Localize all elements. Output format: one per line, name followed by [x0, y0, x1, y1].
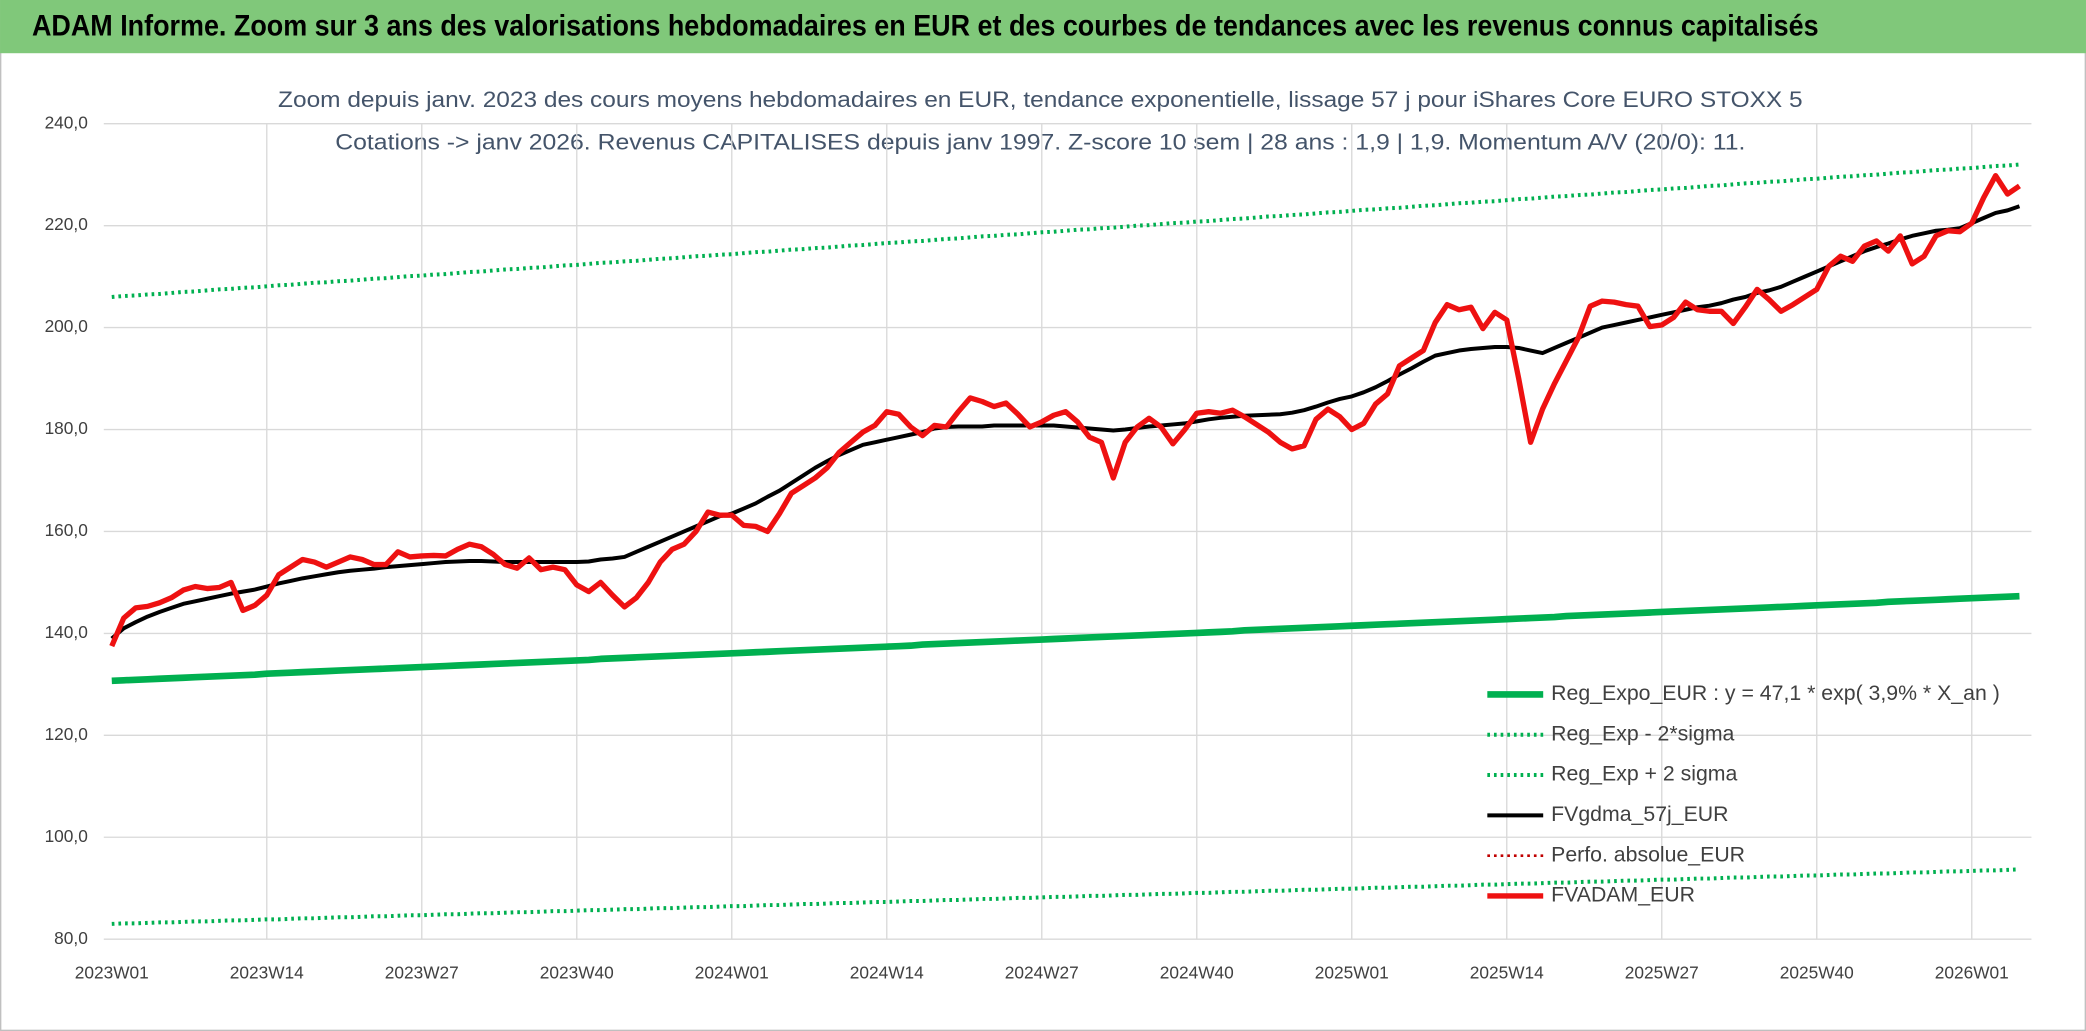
y-tick-label: 160,0 [45, 520, 88, 540]
header-bar [0, 0, 2086, 54]
y-tick-label: 140,0 [45, 622, 88, 642]
x-tick-label: 2023W40 [540, 962, 614, 982]
chart-title: Zoom depuis janv. 2023 des cours moyens … [278, 87, 1803, 112]
x-tick-label: 2026W01 [1935, 962, 2009, 982]
chart-subtitle: Cotations -> janv 2026. Revenus CAPITALI… [335, 130, 1745, 155]
y-tick-label: 80,0 [54, 928, 88, 948]
series-line [111, 867, 2020, 926]
x-tick-label: 2025W14 [1470, 962, 1544, 982]
y-tick-label: 120,0 [45, 724, 88, 744]
x-tick-label: 2025W40 [1780, 962, 1854, 982]
series-line [111, 592, 2020, 685]
x-tick-label: 2023W27 [385, 962, 459, 982]
legend-label: Perfo. absolue_EUR [1551, 842, 1745, 866]
y-tick-label: 180,0 [45, 418, 88, 438]
x-tick-label: 2024W01 [695, 962, 769, 982]
legend-label: Reg_Exp - 2*sigma [1551, 721, 1734, 745]
header-title: ADAM Informe. Zoom sur 3 ans des valoris… [32, 11, 1819, 43]
grid: 80,0 100,0 120,0 140,0 160,0 180,0 200,0 220,0 2… [45, 112, 2032, 982]
legend-label: Reg_Expo_EUR : y = 47,1 * exp( 3,9% * X_… [1551, 681, 2000, 705]
y-tick-label: 200,0 [45, 316, 88, 336]
plot [109, 162, 2021, 926]
series-line [109, 173, 2021, 648]
legend: Reg_Expo_EUR : y = 47,1 * exp( 3,9% * X_… [1487, 681, 2000, 907]
legend-label: FVgdma_57j_EUR [1551, 802, 1728, 826]
y-tick-label: 240,0 [45, 112, 88, 132]
y-tick-label: 220,0 [45, 214, 88, 234]
x-tick-label: 2024W14 [850, 962, 924, 982]
x-tick-label: 2025W01 [1315, 962, 1389, 982]
x-tick-label: 2024W27 [1005, 962, 1079, 982]
x-tick-label: 2023W14 [230, 962, 304, 982]
series-line [110, 204, 2021, 641]
x-tick-label: 2023W01 [75, 962, 149, 982]
legend-label: FVADAM_EUR [1551, 883, 1695, 907]
y-tick-label: 100,0 [45, 826, 88, 846]
x-tick-label: 2024W40 [1160, 962, 1234, 982]
x-tick-label: 2025W27 [1625, 962, 1699, 982]
legend-label: Reg_Exp + 2 sigma [1551, 762, 1737, 786]
